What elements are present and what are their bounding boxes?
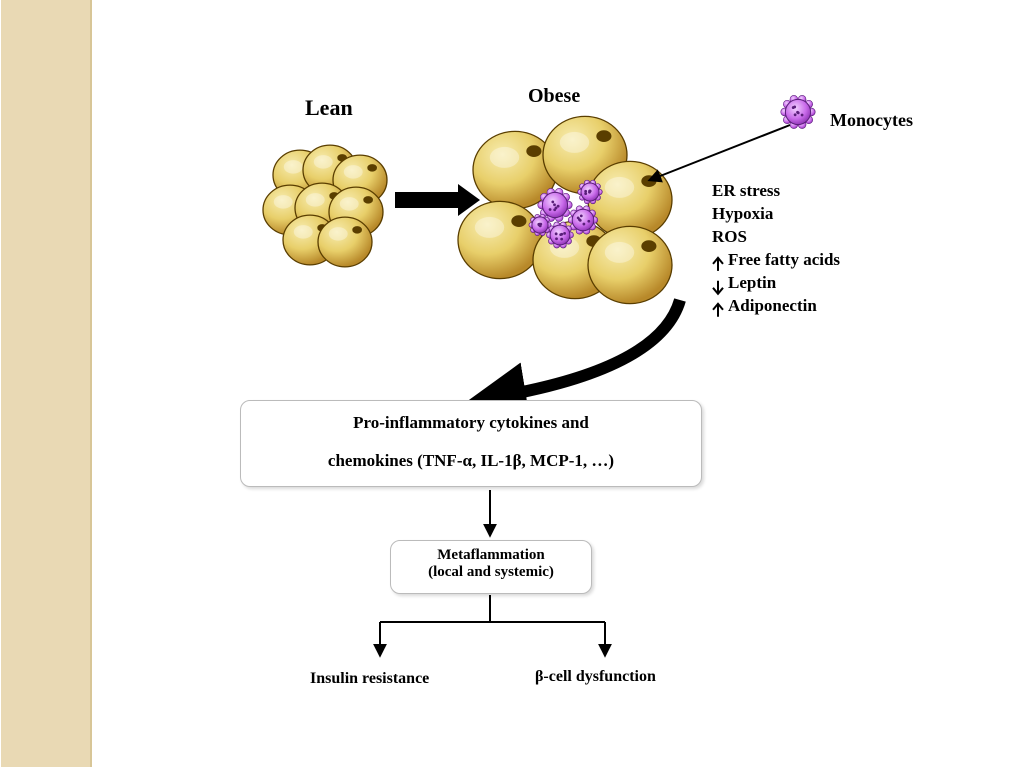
box-cytokines-line2: chemokines (TNF-α, IL-1β, MCP-1, …) [241, 451, 701, 471]
factor-line: ROS [710, 226, 840, 249]
factor-line: Leptin [710, 272, 840, 295]
box-cytokines: Pro-inflammatory cytokines and chemokine… [240, 400, 702, 487]
arrow-monocyte-to-obese [650, 125, 790, 180]
lean-adipose-cluster [263, 145, 387, 267]
factor-line: Adiponectin [710, 295, 840, 318]
outcome-beta-cell: β-cell dysfunction [535, 668, 656, 686]
box-meta-line1: Metaflammation [391, 547, 591, 564]
label-monocytes: Monocytes [830, 110, 913, 131]
box-meta-line2: (local and systemic) [391, 564, 591, 581]
branch-to-outcomes [380, 620, 605, 655]
obese-adipose-cluster [458, 116, 672, 303]
box-metaflammation: Metaflammation (local and systemic) [390, 540, 592, 594]
diagram-stage: Lean Obese Monocytes ER stressHypoxiaROS… [90, 0, 1024, 767]
factor-line: ER stress [710, 180, 840, 203]
factor-line: Hypoxia [710, 203, 840, 226]
arrow-obese-to-cytokines [490, 300, 680, 398]
outcome-insulin-resistance: Insulin resistance [310, 670, 429, 688]
factor-line: Free fatty acids [710, 249, 840, 272]
sidebar-decoration [0, 0, 92, 767]
arrow-lean-to-obese [395, 184, 480, 216]
factor-list: ER stressHypoxiaROSFree fatty acidsLepti… [710, 180, 840, 318]
label-lean: Lean [305, 95, 353, 121]
label-obese: Obese [528, 85, 580, 108]
box-cytokines-line1: Pro-inflammatory cytokines and [241, 413, 701, 433]
monocyte-icon [781, 95, 815, 128]
